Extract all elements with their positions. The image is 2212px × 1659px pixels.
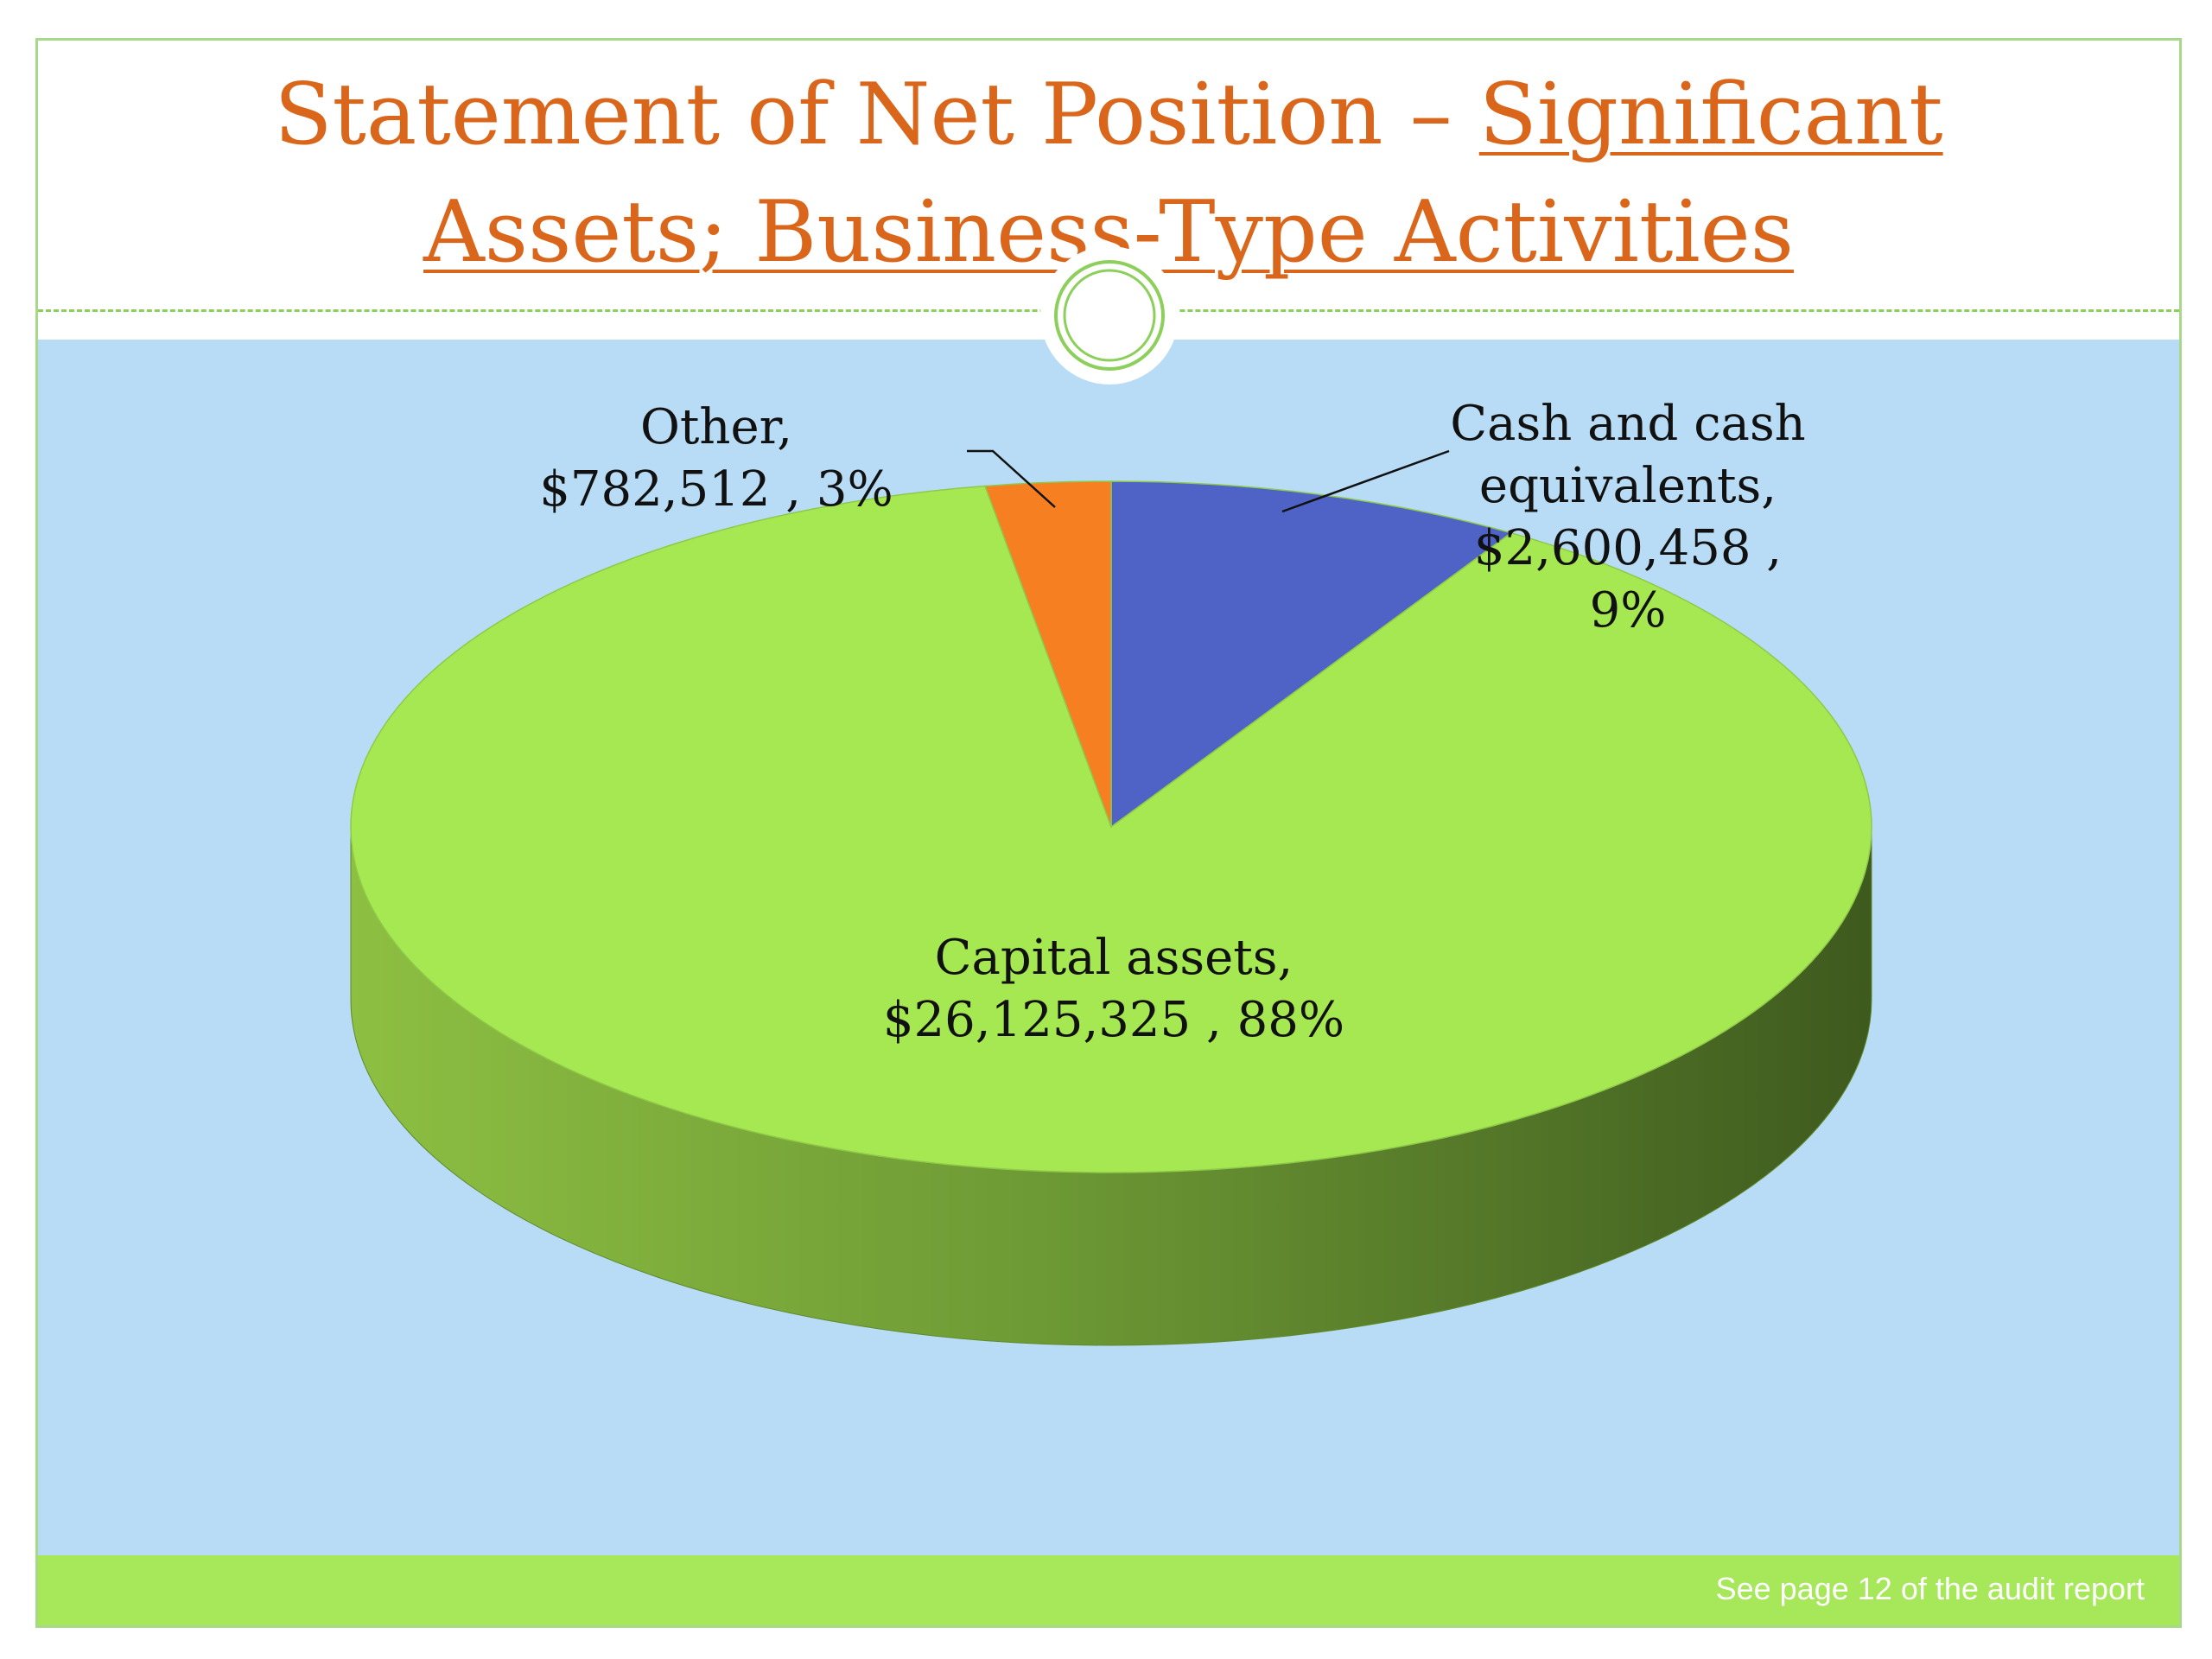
footer-note: See page 12 of the audit report <box>1715 1571 2145 1606</box>
footer-bar: See page 12 of the audit report <box>38 1555 2179 1625</box>
cash-label-line: equivalents, <box>1479 458 1777 514</box>
other-label-line: $782,512 , 3% <box>539 461 893 518</box>
other-label-line: Other, <box>640 399 792 455</box>
cash-leader-line <box>1281 449 1450 513</box>
title-part-1: Statement of Net Position – <box>274 66 1479 164</box>
cash-label-line: 9% <box>1590 582 1667 639</box>
title-area: Statement of Net Position – Significant … <box>38 41 2179 343</box>
title-part-2: Significant <box>1478 66 1943 164</box>
ornament-inner-ring <box>1063 269 1156 362</box>
slide-frame: Statement of Net Position – Significant … <box>35 38 2182 1628</box>
capital-assets-label: Capital assets, $26,125,325 , 88% <box>883 930 1344 1048</box>
cash-label: Cash and cash equivalents, $2,600,458 , 9% <box>1450 396 1806 639</box>
other-label: Other, $782,512 , 3% <box>539 399 893 518</box>
cash-label-line: Cash and cash <box>1450 396 1806 452</box>
cash-label-line: $2,600,458 , <box>1474 520 1782 576</box>
divider-ornament <box>1040 246 1179 385</box>
other-slice <box>984 480 1112 828</box>
ornament-outer-ring <box>1054 260 1165 371</box>
capital-assets-slice <box>350 485 1872 1173</box>
slide-title: Statement of Net Position – Significant … <box>38 56 2179 291</box>
capital-assets-label-line: $26,125,325 , 88% <box>883 992 1344 1048</box>
pie-chart: Cash and cash equivalents, $2,600,458 , 9%C… <box>350 396 1872 1346</box>
other-leader-line <box>967 449 1056 508</box>
capital-assets-label-line: Capital assets, <box>935 930 1294 986</box>
cash-slice <box>1110 480 1513 829</box>
